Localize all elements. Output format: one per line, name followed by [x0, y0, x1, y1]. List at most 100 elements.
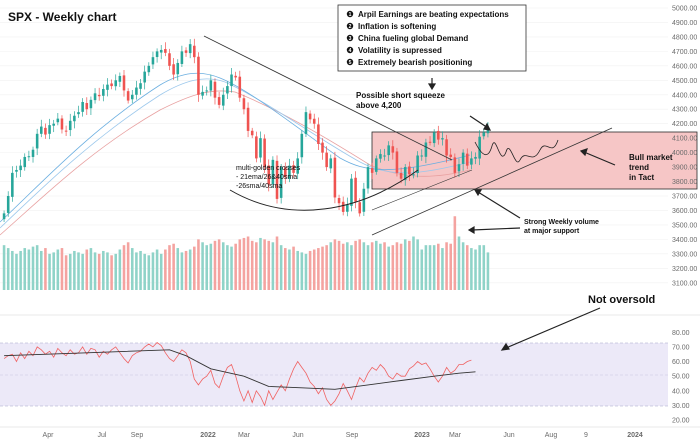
volume-bar	[97, 253, 101, 290]
arrowhead-squeeze	[427, 83, 437, 91]
volume-bar	[374, 240, 378, 290]
volume-bar	[412, 236, 415, 290]
candle-body	[358, 202, 362, 214]
volume-bar	[234, 243, 237, 290]
volume-note-line2: at major support	[524, 228, 580, 235]
rsi-band	[0, 343, 668, 406]
time-tick-label: Jul	[98, 432, 107, 439]
moving-averages	[0, 72, 471, 236]
volume-bar	[172, 243, 175, 290]
volume-bar	[379, 243, 382, 290]
volume-bar	[2, 245, 6, 290]
candle-body	[135, 87, 138, 95]
squeeze-note-line2: above 4,200	[356, 101, 402, 110]
volume-bar	[221, 242, 225, 290]
candle-body	[449, 154, 452, 157]
volume-bar	[130, 248, 134, 290]
volume-bar	[288, 249, 291, 290]
volume-bar	[267, 240, 271, 290]
volume-bar	[482, 245, 486, 290]
price-tick-label: 4400.00	[672, 92, 697, 99]
volume-bar	[11, 250, 14, 290]
candle-body	[6, 196, 10, 213]
candle-body	[279, 167, 283, 198]
candle-body	[366, 167, 370, 189]
volume-bar	[35, 245, 39, 290]
not-oversold-note: Not oversold	[588, 294, 655, 306]
volume-bar	[89, 248, 93, 290]
volume-bar	[432, 245, 436, 290]
time-tick-label: Jun	[292, 432, 303, 439]
price-tick-label: 4200.00	[672, 121, 697, 128]
candle-body	[60, 118, 64, 130]
volume-bar	[110, 255, 113, 290]
candle-body	[275, 160, 279, 199]
volume-bar	[242, 237, 246, 290]
candle-body	[118, 75, 122, 82]
volume-bar	[102, 250, 105, 290]
rsi-tick-label: 30.00	[672, 403, 690, 410]
catalyst-bullet	[346, 22, 354, 30]
candle-body	[85, 103, 89, 110]
price-tick-label: 4800.00	[672, 34, 697, 41]
candles	[2, 38, 490, 223]
candle-body	[217, 97, 221, 105]
candle-body	[250, 130, 254, 136]
catalyst-number: 3	[349, 36, 352, 42]
candle-body	[312, 118, 316, 124]
volume-bar	[370, 242, 374, 290]
volume-bar	[64, 255, 68, 290]
candle-body	[44, 127, 47, 135]
catalyst-bullet	[346, 58, 354, 66]
candle-body	[370, 168, 374, 173]
arrow-support	[477, 191, 521, 219]
time-tick-label: Mar	[238, 432, 251, 439]
price-tick-label: 3500.00	[672, 222, 697, 229]
price-tick-label: 3900.00	[672, 165, 697, 172]
candle-body	[180, 51, 184, 64]
candle-body	[470, 158, 473, 165]
volume-note-line1: Strong Weekly volume	[524, 219, 599, 226]
candle-body	[465, 153, 469, 166]
golden-cross-line2: - 21ema/26&40sma	[236, 174, 297, 181]
volume-bar	[474, 249, 477, 290]
candle-body	[333, 157, 337, 198]
catalyst-text: Extremely bearish positioning	[358, 58, 472, 67]
volume-bar	[366, 245, 370, 290]
price-tick-label: 3600.00	[672, 208, 697, 215]
volume-bar	[23, 248, 27, 290]
volume-bar	[292, 246, 295, 290]
rsi-tick-label: 50.00	[672, 374, 690, 381]
price-tick-label: 4500.00	[672, 78, 697, 85]
candle-body	[457, 164, 461, 172]
rsi-line	[3, 341, 472, 407]
arrowhead-squeeze-2	[483, 122, 492, 131]
candle-body	[151, 57, 155, 65]
candle-body	[201, 91, 204, 96]
candle-body	[437, 130, 440, 140]
candle-body	[143, 71, 146, 83]
candle-body	[420, 155, 424, 157]
candle-body	[68, 120, 72, 131]
candle-body	[209, 80, 213, 91]
price-tick-label: 3200.00	[672, 266, 697, 273]
price-tick-label: 5000.00	[672, 6, 697, 13]
candle-body	[52, 123, 55, 126]
time-tick-label: Jun	[503, 432, 514, 439]
arrow-bull	[583, 151, 616, 166]
volume-bar	[255, 242, 258, 290]
candle-body	[242, 98, 246, 110]
candle-body	[424, 142, 428, 157]
time-tick-label: 2024	[627, 432, 643, 439]
candle-body	[23, 156, 27, 168]
volume-bar	[449, 243, 452, 290]
volume-bar	[279, 245, 283, 290]
volume-bar	[193, 246, 196, 290]
time-axis: Apr Jul Sep 2022 Mar Jun Sep 2023 Mar Jun Aug 9 2024	[43, 432, 643, 439]
volume-bar	[122, 245, 126, 290]
rsi-ma-line	[4, 349, 476, 390]
candle-body	[97, 94, 101, 97]
candle-body	[77, 112, 80, 115]
